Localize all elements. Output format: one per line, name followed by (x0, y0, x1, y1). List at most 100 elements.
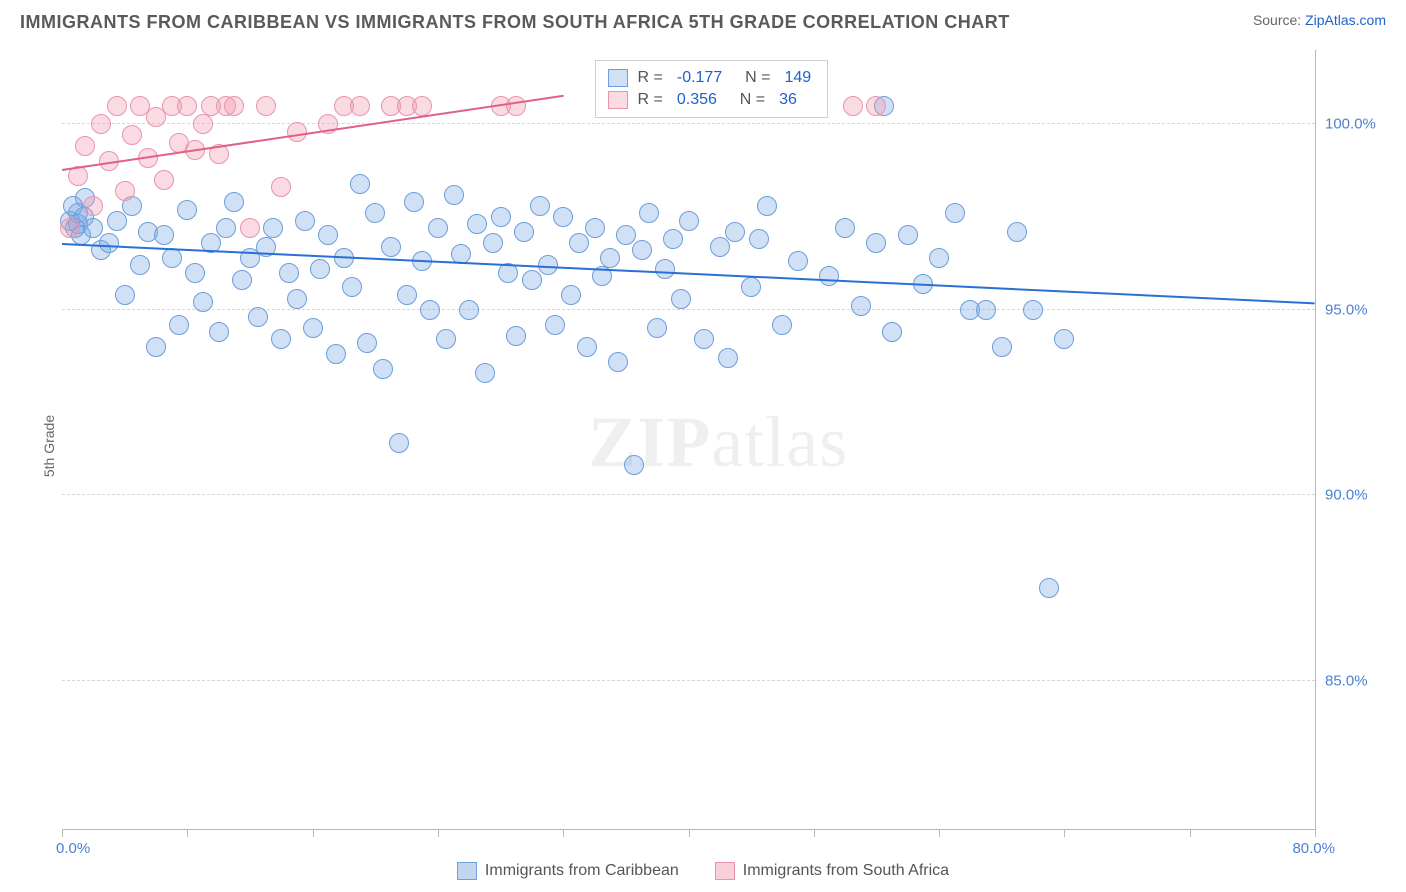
scatter-point (1023, 300, 1043, 320)
scatter-point (373, 359, 393, 379)
scatter-point (616, 225, 636, 245)
y-tick-label: 85.0% (1325, 672, 1385, 689)
scatter-point (326, 344, 346, 364)
scatter-point (83, 196, 103, 216)
x-tick (438, 829, 439, 837)
y-axis-label: 5th Grade (41, 415, 57, 477)
x-tick (939, 829, 940, 837)
x-tick (313, 829, 314, 837)
scatter-point (679, 211, 699, 231)
legend-label: Immigrants from South Africa (743, 862, 949, 880)
scatter-point (146, 337, 166, 357)
scatter-point (404, 192, 424, 212)
y-tick-label: 95.0% (1325, 301, 1385, 318)
watermark-zip: ZIP (588, 402, 711, 482)
scatter-point (287, 289, 307, 309)
legend-item: Immigrants from Caribbean (457, 862, 679, 880)
scatter-point (506, 326, 526, 346)
scatter-point (671, 289, 691, 309)
scatter-point (1039, 578, 1059, 598)
scatter-point (122, 125, 142, 145)
scatter-point (788, 251, 808, 271)
gridline-h (62, 680, 1315, 681)
scatter-point (350, 96, 370, 116)
stats-r-value: -0.177 (677, 69, 722, 87)
scatter-point (467, 214, 487, 234)
y-tick-label: 100.0% (1325, 116, 1385, 133)
scatter-point (600, 248, 620, 268)
scatter-point (1007, 222, 1027, 242)
source-link[interactable]: ZipAtlas.com (1305, 12, 1386, 28)
gridline-h (62, 123, 1315, 124)
chart-legend: Immigrants from Caribbean Immigrants from… (0, 862, 1406, 880)
scatter-point (522, 270, 542, 290)
scatter-point (342, 277, 362, 297)
scatter-point (177, 96, 197, 116)
scatter-point (318, 225, 338, 245)
scatter-point (169, 315, 189, 335)
scatter-point (710, 237, 730, 257)
scatter-point (310, 259, 330, 279)
stats-n-value: 149 (784, 69, 811, 87)
scatter-point (506, 96, 526, 116)
scatter-point (843, 96, 863, 116)
scatter-point (193, 114, 213, 134)
chart-header: IMMIGRANTS FROM CARIBBEAN VS IMMIGRANTS … (0, 0, 1406, 41)
legend-swatch (715, 862, 735, 880)
scatter-point (177, 200, 197, 220)
gridline-h (62, 494, 1315, 495)
scatter-point (397, 285, 417, 305)
x-tick (1064, 829, 1065, 837)
scatter-point (483, 233, 503, 253)
scatter-point (475, 363, 495, 383)
x-tick (1315, 829, 1316, 837)
scatter-point (553, 207, 573, 227)
scatter-point (530, 196, 550, 216)
scatter-point (350, 174, 370, 194)
x-axis-max-label: 80.0% (1292, 840, 1335, 857)
scatter-point (882, 322, 902, 342)
scatter-point (1054, 329, 1074, 349)
scatter-point (545, 315, 565, 335)
scatter-point (561, 285, 581, 305)
scatter-point (287, 122, 307, 142)
scatter-point (224, 192, 244, 212)
scatter-point (694, 329, 714, 349)
scatter-point (757, 196, 777, 216)
stats-r-label: R = (638, 69, 663, 87)
scatter-point (632, 240, 652, 260)
legend-swatch (608, 91, 628, 109)
scatter-point (866, 233, 886, 253)
scatter-point (154, 170, 174, 190)
stats-box: R =-0.177 N =149R =0.356 N =36 (595, 60, 829, 118)
x-tick (814, 829, 815, 837)
scatter-point (216, 218, 236, 238)
scatter-point (663, 229, 683, 249)
legend-swatch (457, 862, 477, 880)
scatter-point (725, 222, 745, 242)
scatter-point (162, 248, 182, 268)
x-tick (689, 829, 690, 837)
source-attribution: Source: ZipAtlas.com (1253, 12, 1386, 28)
stats-n-label: N = (731, 91, 765, 109)
scatter-point (295, 211, 315, 231)
scatter-point (718, 348, 738, 368)
scatter-point (420, 300, 440, 320)
scatter-point (569, 233, 589, 253)
scatter-point (851, 296, 871, 316)
scatter-point (772, 315, 792, 335)
scatter-point (749, 229, 769, 249)
scatter-point (444, 185, 464, 205)
scatter-point (585, 218, 605, 238)
scatter-point (929, 248, 949, 268)
scatter-point (130, 255, 150, 275)
scatter-point (115, 181, 135, 201)
scatter-point (381, 237, 401, 257)
scatter-point (357, 333, 377, 353)
chart-title: IMMIGRANTS FROM CARIBBEAN VS IMMIGRANTS … (20, 12, 1010, 33)
scatter-point (639, 203, 659, 223)
scatter-point (577, 337, 597, 357)
stats-n-value: 36 (779, 91, 797, 109)
scatter-point (389, 433, 409, 453)
scatter-point (819, 266, 839, 286)
